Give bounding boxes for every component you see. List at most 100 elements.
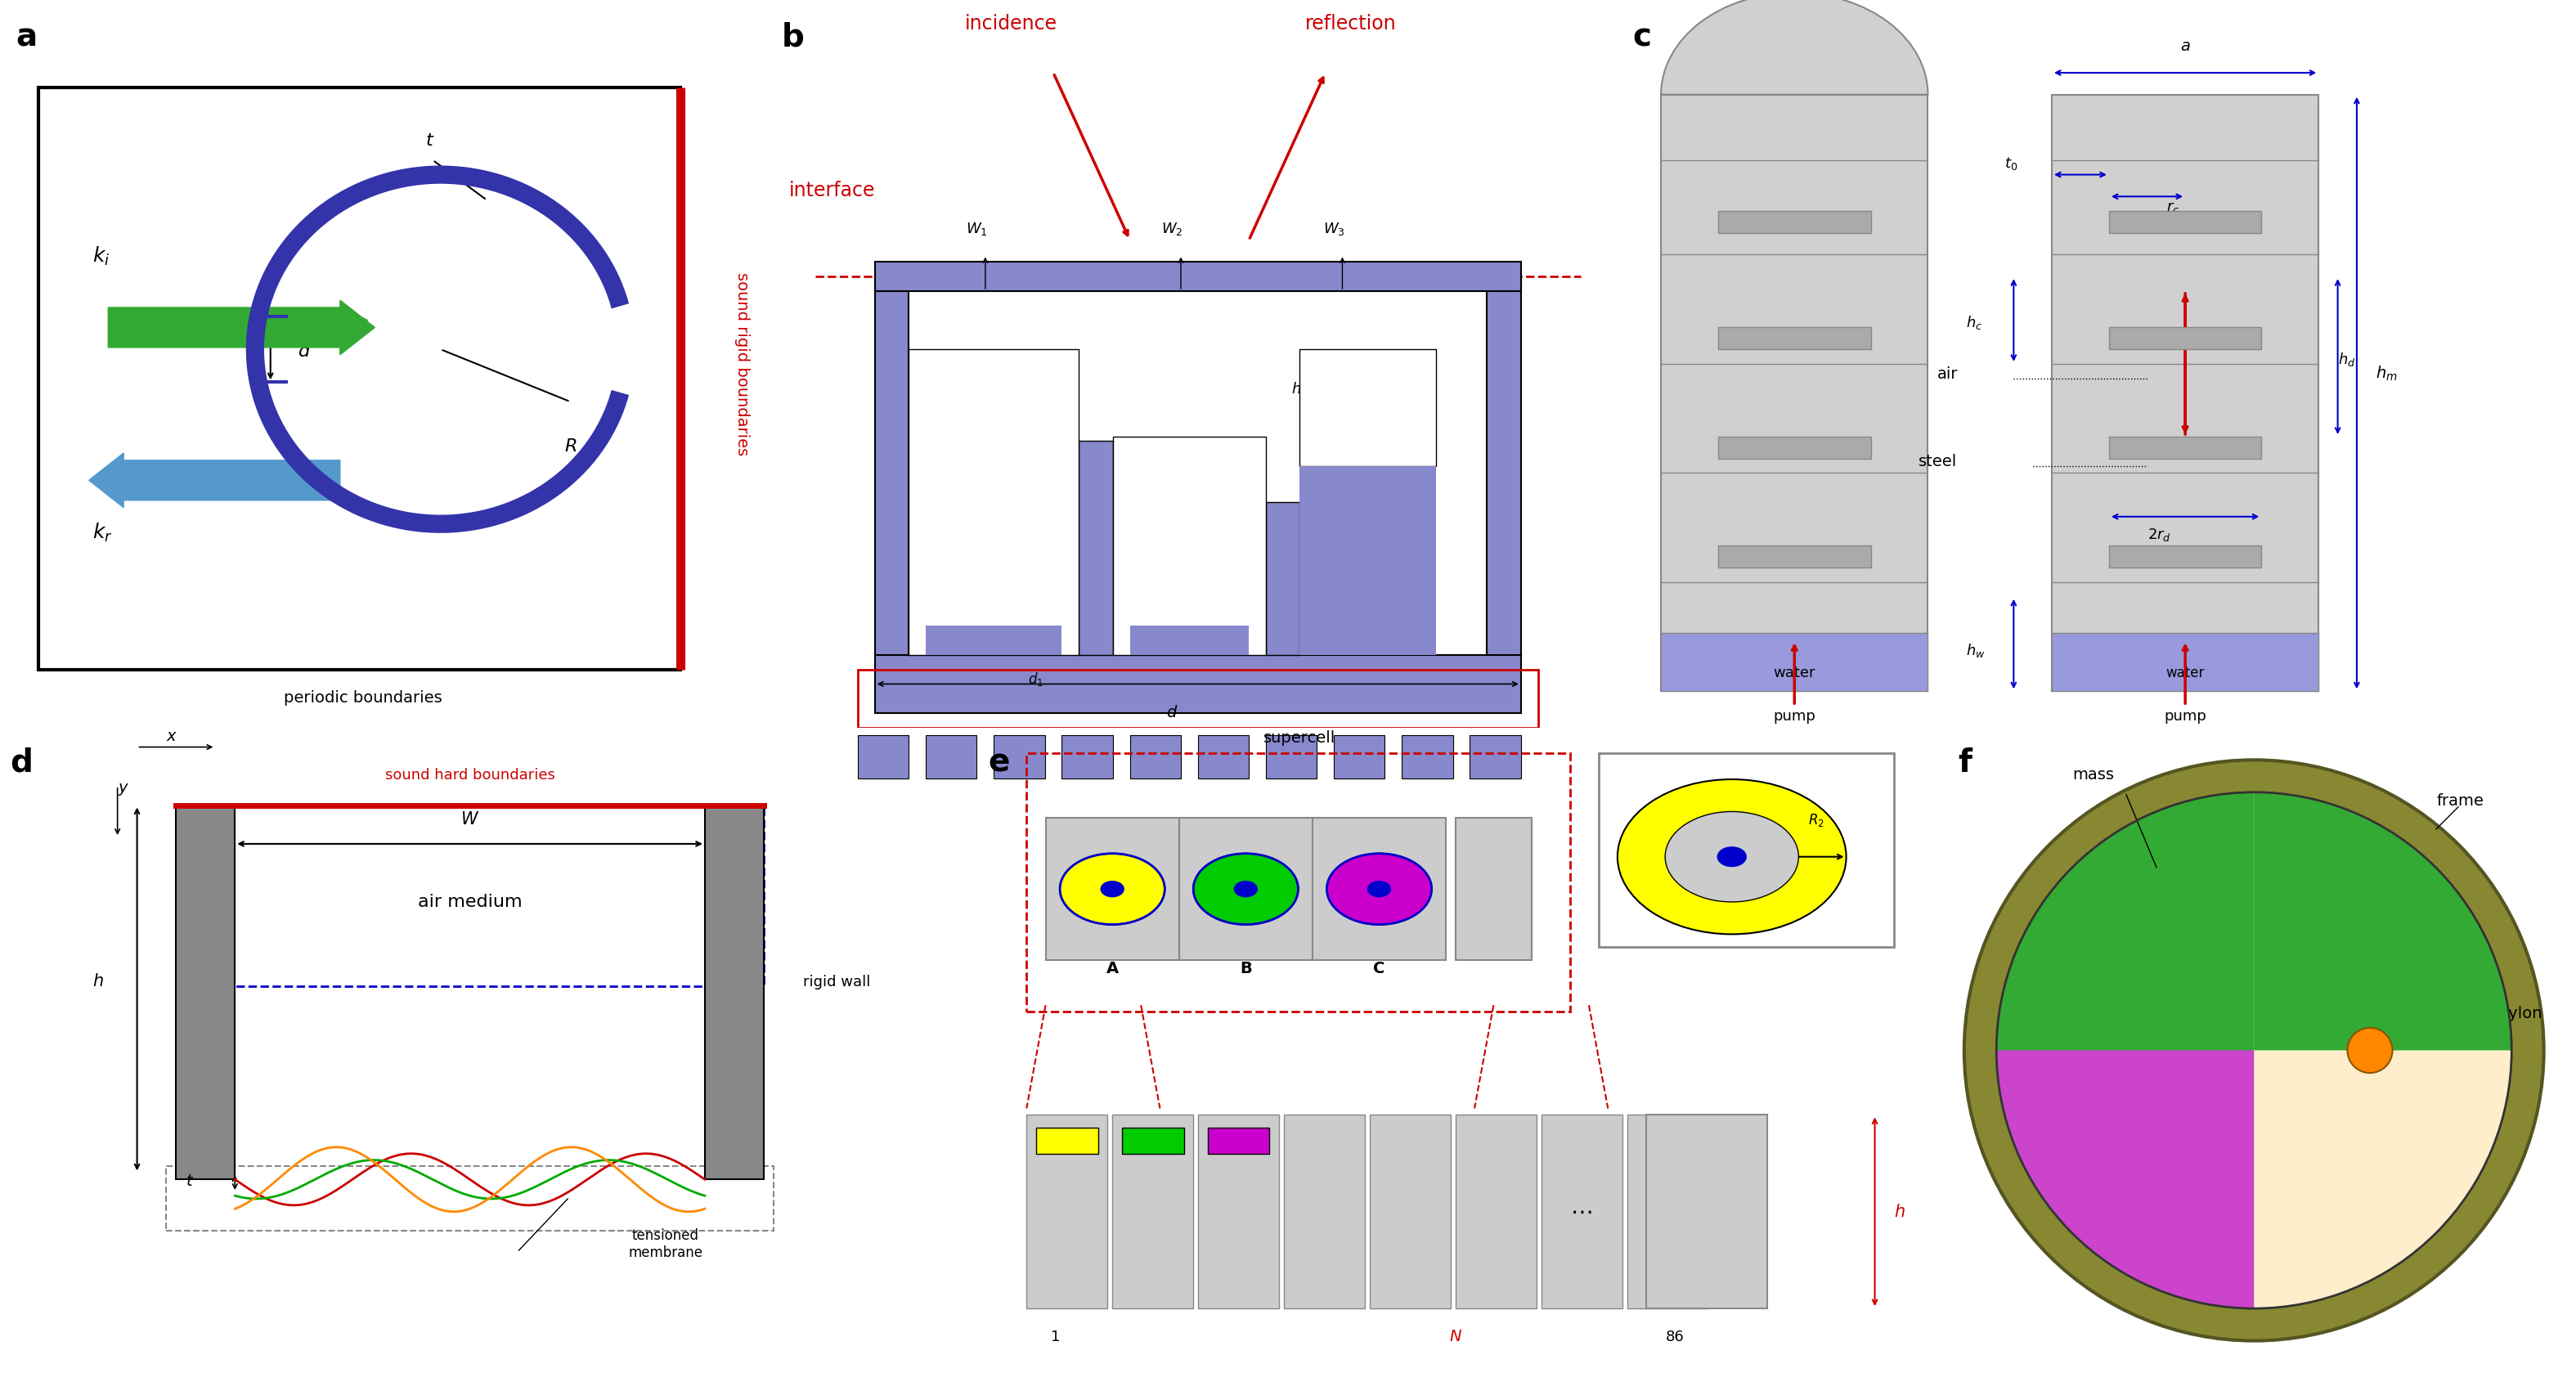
Text: $h_1$: $h_1$ <box>917 496 935 514</box>
Text: $N$: $N$ <box>1448 1329 1463 1344</box>
Circle shape <box>2347 1028 2393 1072</box>
Text: $k_r$: $k_r$ <box>93 522 113 544</box>
Bar <box>1646 1115 1767 1308</box>
Text: $W_3$: $W_3$ <box>1324 221 1345 238</box>
Circle shape <box>1718 847 1747 866</box>
Text: air medium: air medium <box>417 894 523 910</box>
Circle shape <box>1327 854 1432 924</box>
Text: $k_i$: $k_i$ <box>93 244 111 266</box>
Bar <box>925 626 1061 655</box>
Text: $\cdots$: $\cdots$ <box>1569 1200 1592 1223</box>
Text: rigid wall: rigid wall <box>804 975 871 989</box>
Bar <box>1113 437 1265 655</box>
Text: sound hard boundaries: sound hard boundaries <box>384 768 554 783</box>
Text: $d_1$: $d_1$ <box>1334 394 1350 412</box>
Bar <box>1113 1115 1193 1308</box>
Bar <box>1370 1115 1450 1308</box>
Text: incidence: incidence <box>963 14 1056 33</box>
Bar <box>1208 1127 1270 1153</box>
Text: pump: pump <box>1772 708 1816 724</box>
Text: $y$: $y$ <box>118 781 129 798</box>
Text: $t_0$: $t_0$ <box>2004 155 2017 172</box>
Bar <box>1662 95 1927 691</box>
Bar <box>2110 545 2262 567</box>
Text: periodic boundaries: periodic boundaries <box>283 691 443 706</box>
Text: $d_1$: $d_1$ <box>1172 555 1188 571</box>
Text: $d$: $d$ <box>1167 704 1177 719</box>
Text: water: water <box>1772 666 1816 681</box>
Text: frame: frame <box>2437 792 2483 809</box>
Bar <box>1311 818 1445 960</box>
Text: a: a <box>15 22 36 54</box>
Text: b: b <box>781 22 804 54</box>
Text: $a$: $a$ <box>2179 38 2190 54</box>
Text: interface: interface <box>788 181 876 200</box>
Bar <box>1540 1115 1623 1308</box>
Bar <box>1283 1115 1365 1308</box>
Text: $r_c$: $r_c$ <box>2166 200 2179 216</box>
Wedge shape <box>2254 792 2512 1308</box>
Bar <box>909 349 1079 655</box>
Text: $h_2$: $h_2$ <box>1131 548 1146 564</box>
Bar <box>1036 1127 1097 1153</box>
Bar <box>1061 735 1113 778</box>
Bar <box>1180 818 1314 960</box>
Text: $h$: $h$ <box>93 972 103 989</box>
Text: $R_2$: $R_2$ <box>1808 813 1824 828</box>
Text: $h_w$: $h_w$ <box>1965 641 1986 659</box>
Bar <box>1301 349 1435 465</box>
FancyArrow shape <box>88 453 340 508</box>
Text: PET: PET <box>2045 1179 2076 1196</box>
Bar <box>858 735 909 778</box>
Text: d: d <box>10 747 33 778</box>
Bar <box>994 735 1046 778</box>
Bar <box>2110 327 2262 349</box>
Text: steel: steel <box>1919 453 1958 470</box>
Text: $W_2$: $W_2$ <box>1162 221 1182 238</box>
Text: supercell: supercell <box>1265 730 1337 746</box>
Text: $t$: $t$ <box>425 132 435 148</box>
Circle shape <box>1193 854 1298 924</box>
Bar <box>1334 735 1386 778</box>
Text: $R$: $R$ <box>564 438 577 454</box>
Text: $h_m$: $h_m$ <box>2375 364 2398 383</box>
Bar <box>1198 1115 1280 1308</box>
Text: $h_c$: $h_c$ <box>1965 314 1984 331</box>
Bar <box>1265 503 1301 655</box>
Bar <box>1301 465 1435 655</box>
Bar <box>1131 735 1180 778</box>
Bar <box>1401 735 1453 778</box>
Text: air: air <box>1937 367 1958 382</box>
Bar <box>1455 1115 1535 1308</box>
Bar <box>876 262 1520 291</box>
Circle shape <box>1664 811 1798 902</box>
Text: $h_3$: $h_3$ <box>1291 380 1309 397</box>
Bar <box>1123 1127 1185 1153</box>
Text: $d_1$: $d_1$ <box>1028 671 1043 688</box>
Bar <box>1662 633 1927 691</box>
Text: $2r_d$: $2r_d$ <box>2148 526 2172 542</box>
FancyArrow shape <box>108 301 376 354</box>
Bar <box>1265 735 1316 778</box>
Text: $x$: $x$ <box>167 728 178 744</box>
Bar <box>706 805 762 1179</box>
Text: nylon: nylon <box>2499 1006 2543 1022</box>
Circle shape <box>1234 881 1257 897</box>
Text: $t$: $t$ <box>185 1174 193 1189</box>
Bar <box>2110 437 2262 459</box>
Text: B: B <box>1239 961 1252 976</box>
Text: tensioned
membrane: tensioned membrane <box>629 1229 703 1260</box>
Text: $W$: $W$ <box>461 811 479 828</box>
Text: c: c <box>1633 22 1651 54</box>
Bar <box>1718 437 1870 459</box>
Text: 86: 86 <box>1664 1329 1685 1344</box>
Text: $W_1$: $W_1$ <box>966 221 987 238</box>
Bar <box>1718 211 1870 233</box>
Circle shape <box>1059 854 1164 924</box>
Bar <box>1046 818 1180 960</box>
Bar <box>2110 211 2262 233</box>
Bar <box>175 805 234 1179</box>
Text: C: C <box>1373 961 1386 976</box>
Wedge shape <box>2254 792 2512 1050</box>
Text: $h$: $h$ <box>1893 1204 1906 1219</box>
